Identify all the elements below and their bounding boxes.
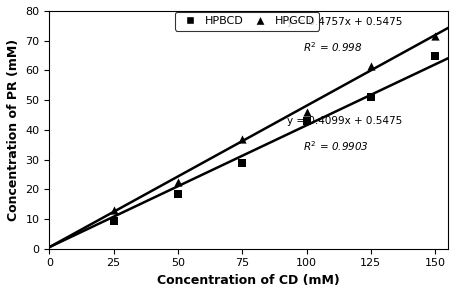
Point [367,95,374,99]
Text: $R^2$ = 0.998: $R^2$ = 0.998 [303,41,362,54]
Point [431,34,439,39]
Point [174,180,182,184]
Text: y = 0.4757x + 0.5475: y = 0.4757x + 0.5475 [287,17,402,27]
Text: $R^2$ = 0.9903: $R^2$ = 0.9903 [303,139,369,153]
Y-axis label: Concentration of PR (mM): Concentration of PR (mM) [7,39,20,221]
Point [431,53,439,58]
Text: y = 0.4099x + 0.5475: y = 0.4099x + 0.5475 [287,116,402,126]
X-axis label: Concentration of CD (mM): Concentration of CD (mM) [157,274,340,287]
Point [174,191,182,196]
Point [110,208,117,213]
Legend: HPBCD, HPGCD: HPBCD, HPGCD [175,12,319,31]
Point [303,110,310,114]
Point [110,218,117,223]
Point [367,64,374,68]
Point [303,118,310,123]
Point [238,136,246,141]
Point [238,160,246,165]
